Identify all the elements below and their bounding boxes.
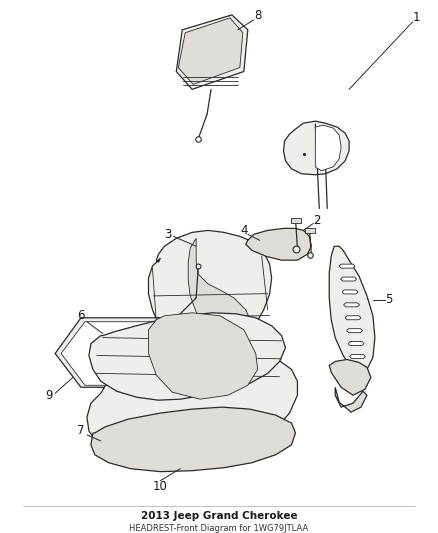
Polygon shape [341, 277, 357, 281]
Polygon shape [148, 230, 272, 353]
Polygon shape [55, 318, 186, 387]
Polygon shape [61, 322, 180, 385]
Polygon shape [283, 121, 349, 175]
Polygon shape [148, 313, 258, 399]
Polygon shape [350, 354, 365, 359]
Polygon shape [292, 219, 301, 223]
Polygon shape [315, 125, 341, 171]
Polygon shape [346, 329, 363, 333]
Text: 2: 2 [314, 214, 321, 227]
Polygon shape [305, 228, 315, 233]
Polygon shape [329, 246, 375, 373]
Text: 6: 6 [77, 309, 85, 322]
Polygon shape [188, 238, 254, 352]
Text: 3: 3 [165, 228, 172, 241]
Polygon shape [342, 290, 358, 294]
Text: 9: 9 [46, 389, 53, 402]
Polygon shape [329, 359, 371, 395]
Polygon shape [344, 303, 360, 307]
Polygon shape [335, 387, 367, 412]
Text: 1: 1 [413, 11, 420, 25]
Polygon shape [87, 352, 297, 461]
Polygon shape [339, 264, 355, 268]
Polygon shape [246, 228, 311, 260]
Text: 10: 10 [153, 480, 168, 493]
Text: 2013 Jeep Grand Cherokee: 2013 Jeep Grand Cherokee [141, 511, 297, 521]
Polygon shape [348, 342, 364, 345]
Polygon shape [177, 15, 248, 90]
Text: 4: 4 [240, 224, 247, 237]
Text: 7: 7 [77, 424, 85, 438]
Text: HEADREST-Front Diagram for 1WG79JTLAA: HEADREST-Front Diagram for 1WG79JTLAA [129, 524, 309, 533]
Polygon shape [89, 313, 286, 400]
Text: 5: 5 [385, 293, 392, 306]
Polygon shape [91, 407, 296, 472]
Polygon shape [345, 316, 361, 320]
Text: 8: 8 [254, 10, 261, 22]
Polygon shape [178, 18, 243, 84]
